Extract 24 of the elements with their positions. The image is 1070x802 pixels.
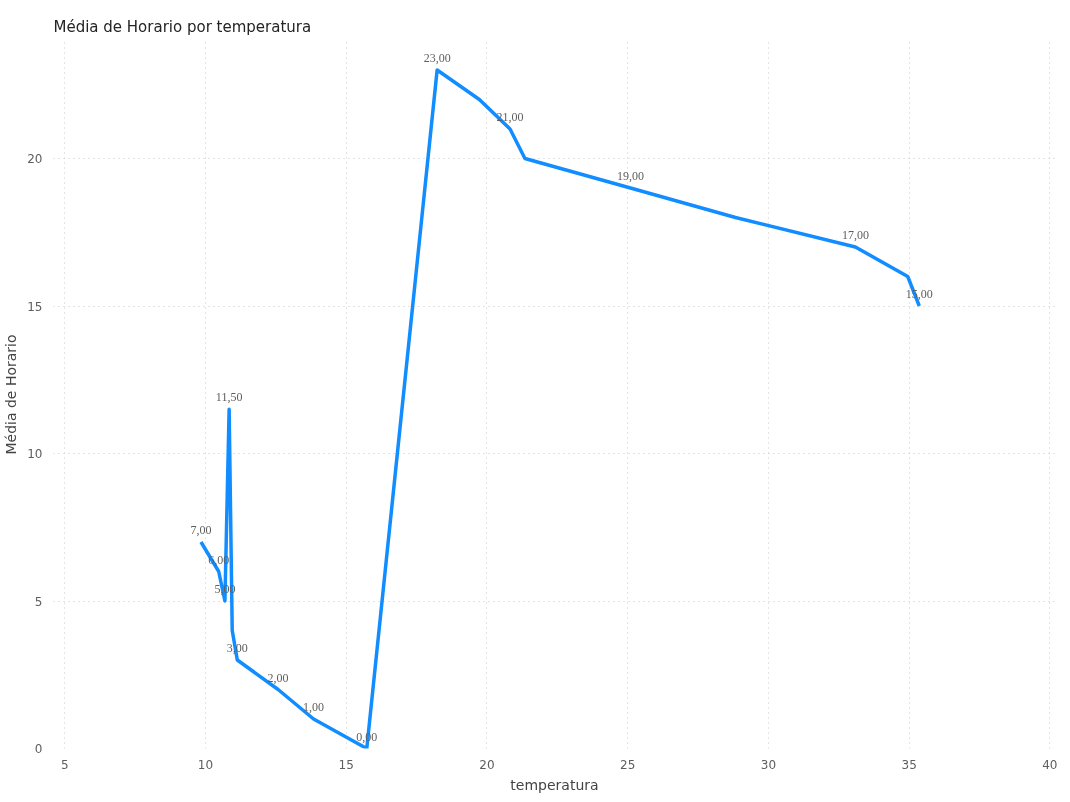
x-tick-label: 5 [60,757,69,772]
y-tick-label: 0 [34,742,43,756]
y-tick-label: 5 [34,594,43,609]
y-tick-label: 20 [27,152,43,166]
data-label: 19,00 [616,169,644,183]
x-tick-label: 20 [479,757,495,772]
x-axis-title: temperatura [510,776,599,793]
y-tick-label: 10 [27,447,43,461]
data-label: 7,00 [190,523,212,537]
x-tick-label: 35 [901,757,917,772]
data-label: 23,00 [423,51,451,65]
y-tick-label: 15 [27,299,43,314]
x-tick-label: 40 [1042,757,1058,772]
data-label: 1,00 [303,700,325,714]
x-tick-label: 30 [760,757,777,772]
x-tick-label: 25 [620,757,636,772]
x-tick-label: 15 [338,757,354,772]
y-axis-title: Média de Horario [3,334,20,455]
data-label: 11,50 [215,390,243,405]
data-label: 2,00 [267,670,289,685]
x-tick-label: 10 [197,757,214,772]
data-label: 17,00 [841,228,869,242]
chart-title: Média de Horario por temperatura [53,17,312,36]
data-label: 5,00 [214,582,236,596]
